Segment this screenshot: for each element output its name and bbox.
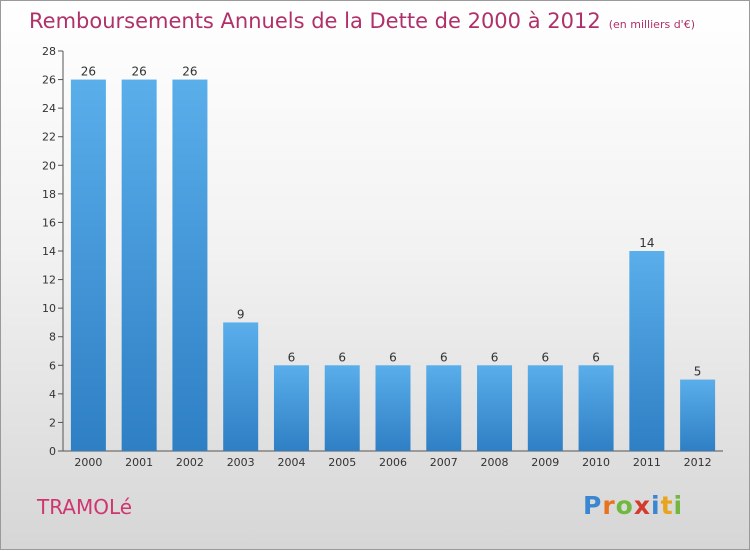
y-tick-label: 22 [42,131,56,144]
bar [70,79,106,452]
x-tick-label: 2006 [379,456,407,469]
bars-group [70,79,716,452]
x-tick-label: 2001 [125,456,153,469]
bar [121,79,157,452]
y-tick-label: 28 [42,45,56,58]
bar [426,365,462,451]
town-name: TRAMOLé [37,495,133,519]
y-tick-label: 14 [42,245,56,258]
bar [324,365,360,451]
bar [527,365,563,451]
logo-letter: i [651,491,661,520]
bar [172,79,208,452]
x-tick-label: 2008 [481,456,509,469]
y-tick-label: 20 [42,159,56,172]
x-tick-label: 2004 [277,456,305,469]
y-tick-label: 8 [49,331,56,344]
x-tick-label: 2007 [430,456,458,469]
y-tick-label: 0 [49,445,56,458]
logo-letter: P [583,491,603,520]
y-tick-label: 10 [42,302,56,315]
chart-title-text: Remboursements Annuels de la Dette de 20… [29,9,601,33]
y-tick-label: 4 [49,388,56,401]
data-label: 14 [639,236,654,250]
data-label: 6 [338,350,346,364]
data-label: 6 [440,350,448,364]
logo-letter: i [673,491,684,520]
bar [629,251,665,451]
y-tick-label: 24 [42,102,56,115]
proxiti-logo[interactable]: Proxiti [583,491,683,520]
x-tick-label: 2011 [633,456,661,469]
x-tick-label: 2002 [176,456,204,469]
chart-title: Remboursements Annuels de la Dette de 20… [29,9,695,33]
x-axis: 2000 2001 2002 2003 2004 2005 2006 2007 2008 2009… [63,450,723,469]
bar [273,365,309,451]
x-tick-label: 2005 [328,456,356,469]
bar [578,365,614,451]
data-label: 26 [182,65,197,79]
bar [375,365,411,451]
bar [680,379,716,451]
data-label: 26 [81,65,96,79]
y-tick-label: 6 [49,359,56,372]
y-tick-label: 16 [42,216,56,229]
data-labels-group: 26 26 26 9 6 6 6 6 6 6 6 14 5 [81,65,702,379]
bar [223,322,259,451]
chart-subtitle: (en milliers d'€) [608,18,695,31]
data-label: 6 [288,350,296,364]
logo-letter: r [602,491,616,520]
y-tick-label: 18 [42,188,56,201]
data-label: 6 [389,350,397,364]
logo-letter: x [633,491,651,520]
data-label: 5 [694,365,702,379]
data-label: 6 [592,350,600,364]
x-tick-label: 2009 [531,456,559,469]
y-tick-label: 26 [42,74,56,87]
data-label: 6 [541,350,549,364]
logo-letter: t [660,491,674,520]
logo-letter: o [615,491,634,520]
data-label: 26 [132,65,147,79]
data-label: 9 [237,307,245,321]
x-tick-label: 2012 [684,456,712,469]
x-tick-label: 2003 [227,456,255,469]
y-tick-label: 2 [49,416,56,429]
data-label: 6 [491,350,499,364]
x-tick-label: 2010 [582,456,610,469]
bar [477,365,513,451]
y-tick-label: 12 [42,274,56,287]
x-tick-label: 2000 [74,456,102,469]
